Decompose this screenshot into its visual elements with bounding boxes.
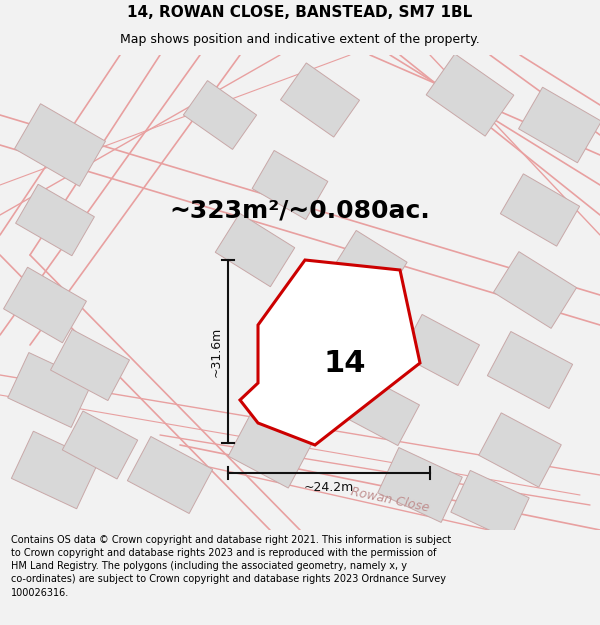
Polygon shape <box>50 329 130 401</box>
Text: ~323m²/~0.080ac.: ~323m²/~0.080ac. <box>170 198 430 222</box>
Polygon shape <box>500 174 580 246</box>
Polygon shape <box>127 436 212 514</box>
Polygon shape <box>378 448 462 522</box>
Polygon shape <box>518 88 600 162</box>
Text: 14: 14 <box>324 349 366 378</box>
Polygon shape <box>8 352 92 428</box>
Polygon shape <box>184 81 257 149</box>
Polygon shape <box>493 252 577 328</box>
Polygon shape <box>62 411 137 479</box>
Polygon shape <box>401 314 479 386</box>
Polygon shape <box>240 260 420 445</box>
Polygon shape <box>228 412 312 488</box>
Polygon shape <box>14 104 106 186</box>
Text: Contains OS data © Crown copyright and database right 2021. This information is : Contains OS data © Crown copyright and d… <box>11 535 451 598</box>
Polygon shape <box>4 268 86 342</box>
Polygon shape <box>451 471 529 539</box>
Polygon shape <box>280 63 359 137</box>
Text: Map shows position and indicative extent of the property.: Map shows position and indicative extent… <box>120 33 480 46</box>
Polygon shape <box>341 374 419 446</box>
Polygon shape <box>16 184 94 256</box>
Text: ~31.6m: ~31.6m <box>210 326 223 377</box>
Polygon shape <box>487 331 572 409</box>
Polygon shape <box>333 231 407 299</box>
Polygon shape <box>252 151 328 219</box>
Polygon shape <box>11 431 98 509</box>
Polygon shape <box>426 54 514 136</box>
Text: 14, ROWAN CLOSE, BANSTEAD, SM7 1BL: 14, ROWAN CLOSE, BANSTEAD, SM7 1BL <box>127 4 473 19</box>
Text: ~24.2m: ~24.2m <box>304 481 354 494</box>
Text: Rowan Close: Rowan Close <box>349 486 431 514</box>
Polygon shape <box>479 413 561 487</box>
Polygon shape <box>215 213 295 287</box>
